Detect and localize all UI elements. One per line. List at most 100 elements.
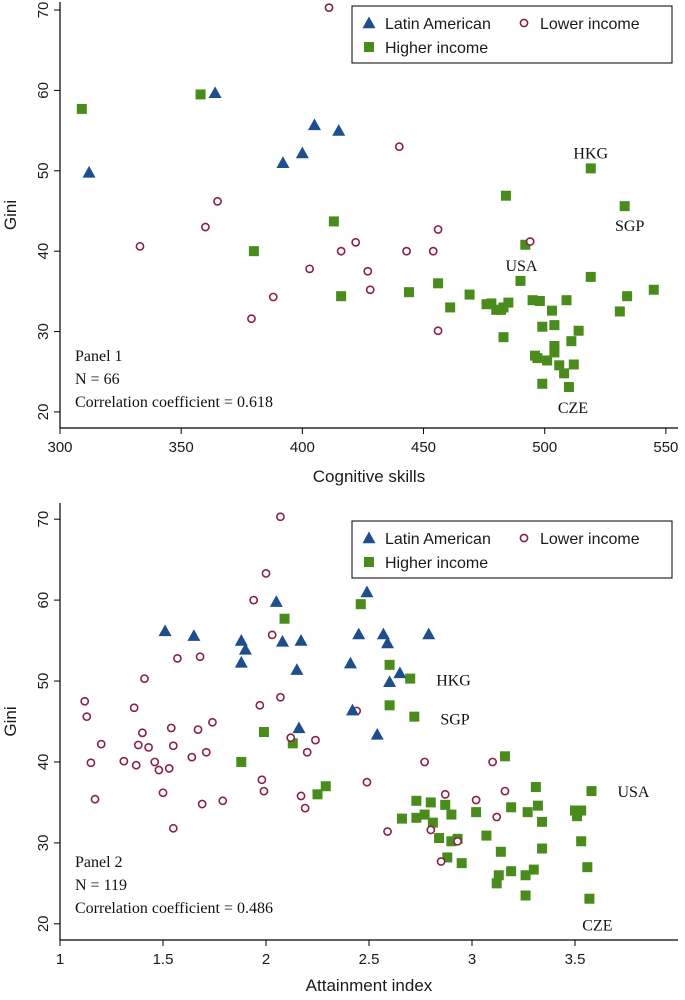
circle-marker <box>168 823 178 833</box>
circle-marker <box>129 703 139 713</box>
circle-marker <box>257 775 267 785</box>
square-marker <box>537 378 548 389</box>
circle-marker <box>166 723 176 733</box>
square-marker <box>442 852 453 863</box>
square-marker <box>384 659 395 670</box>
circle-marker <box>195 652 205 662</box>
square-marker <box>434 833 445 844</box>
circle-marker <box>255 700 265 710</box>
y-axis-title: Gini <box>1 200 20 230</box>
triangle-marker <box>360 585 374 598</box>
circle-marker <box>247 314 256 324</box>
triangle-marker <box>294 634 308 646</box>
square-marker <box>568 359 579 370</box>
legend-label-higher-income: Higher income <box>385 555 488 572</box>
triangle-marker <box>238 642 252 655</box>
circle-marker <box>286 733 296 743</box>
square-marker <box>549 341 560 352</box>
square-marker <box>328 216 339 227</box>
square-marker <box>248 246 259 257</box>
triangle-marker <box>381 636 395 649</box>
square-marker <box>491 878 502 889</box>
y-tick-label: 30 <box>35 323 52 340</box>
square-marker <box>506 802 517 813</box>
y-tick-label: 20 <box>35 404 52 421</box>
square-marker <box>561 295 572 306</box>
legend-label-latin-american: Latin American <box>385 16 491 33</box>
triangle-marker <box>208 86 222 99</box>
triangle-marker <box>276 156 290 168</box>
y-tick-label: 20 <box>35 915 52 932</box>
square-marker <box>570 805 580 816</box>
square-marker <box>456 858 467 869</box>
y-tick-label: 60 <box>35 592 52 609</box>
circle-marker <box>363 266 373 276</box>
square-marker <box>446 836 457 847</box>
triangle-marker <box>343 656 357 669</box>
legend: Latin American Lower income Higher income <box>351 5 673 64</box>
legend-label-lower-income: Lower income <box>540 16 640 33</box>
legend-label-latin-american: Latin American <box>385 531 491 548</box>
square-marker <box>506 866 517 877</box>
square-marker <box>585 271 596 282</box>
square-marker <box>481 830 492 841</box>
series-lower-income <box>135 3 535 336</box>
square-marker <box>520 239 531 250</box>
circle-marker <box>519 533 529 543</box>
square-marker <box>537 816 548 827</box>
x-tick-label: 3.5 <box>565 951 586 968</box>
circle-marker <box>433 225 443 234</box>
square-marker <box>530 782 541 793</box>
panel-info-line: N = 119 <box>75 877 127 894</box>
y-tick-label: 70 <box>35 2 52 19</box>
triangle-marker <box>362 16 376 29</box>
square-marker <box>520 890 531 901</box>
circle-marker <box>492 812 502 822</box>
square-marker <box>396 813 407 824</box>
square-marker <box>195 89 206 100</box>
square-marker <box>585 163 596 174</box>
square-marker <box>573 325 584 336</box>
square-marker <box>287 738 298 749</box>
circle-marker <box>96 739 106 749</box>
circle-marker <box>193 725 203 734</box>
triangle-marker <box>352 627 366 640</box>
square-marker <box>549 320 560 331</box>
country-label-cze: CZE <box>558 400 588 417</box>
square-marker <box>433 278 444 289</box>
panel-info-line: Correlation coefficient = 0.618 <box>75 394 273 411</box>
square-marker <box>576 805 587 816</box>
circle-marker <box>267 630 277 640</box>
y-tick-label: 70 <box>35 511 52 528</box>
circle-marker <box>362 777 372 787</box>
square-marker <box>500 190 511 201</box>
square-marker <box>411 795 422 806</box>
circle-marker <box>133 740 143 750</box>
circle-marker <box>302 747 312 757</box>
y-axis-title: Gini <box>1 706 20 736</box>
triangle-marker <box>332 124 346 136</box>
circle-marker <box>276 512 285 522</box>
series-higher-income <box>76 89 659 393</box>
triangle-marker <box>307 118 321 131</box>
legend-box <box>351 520 673 579</box>
circle-marker <box>259 786 269 796</box>
circle-marker <box>365 285 375 295</box>
square-marker <box>576 836 587 847</box>
circle-marker <box>158 788 168 798</box>
circle-marker <box>173 653 182 663</box>
country-label-hkg: HKG <box>436 673 471 690</box>
circle-marker <box>336 246 346 256</box>
country-label-usa: USA <box>505 258 537 275</box>
circle-marker <box>135 241 145 251</box>
square-marker <box>427 817 438 828</box>
country-label-sgp: SGP <box>440 712 469 729</box>
x-tick-label: 1.5 <box>153 951 174 968</box>
x-tick-label: 300 <box>47 439 72 456</box>
series-latin-american <box>82 86 346 178</box>
square-marker <box>320 781 331 792</box>
square-marker <box>403 287 414 298</box>
circle-marker <box>249 595 259 605</box>
square-marker <box>528 864 539 875</box>
